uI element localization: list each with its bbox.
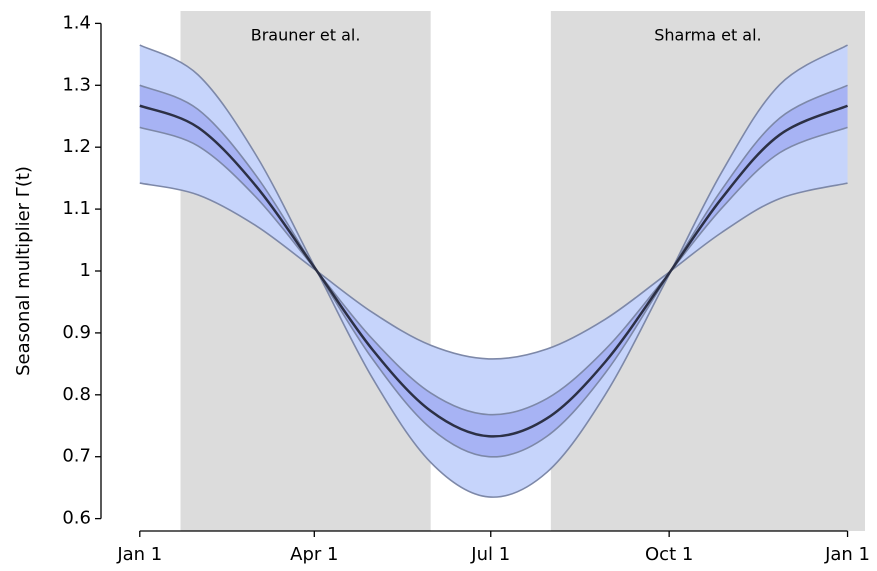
y-tick-label: 0.9	[62, 322, 91, 343]
y-tick-label: 0.6	[62, 508, 91, 529]
x-tick-label: Jan 1	[116, 544, 162, 565]
y-axis-label: Seasonal multiplier Γ(t)	[13, 166, 34, 376]
band-edge	[139, 84, 848, 458]
y-tick-label: 1.1	[62, 198, 91, 219]
y-tick-label: 1.3	[62, 74, 91, 95]
y-tick-label: 1.4	[62, 12, 91, 33]
band-edge	[139, 44, 848, 498]
x-tick-label: Jul 1	[470, 544, 510, 565]
span-label: Brauner et al.	[251, 26, 361, 45]
line	[139, 104, 849, 438]
shaded-span	[180, 11, 431, 531]
x-tick-label: Jan 1	[824, 544, 870, 565]
x-tick-label: Oct 1	[645, 544, 693, 565]
band-area	[139, 45, 848, 498]
x-tick-label: Apr 1	[290, 544, 338, 565]
band-edge	[139, 182, 848, 360]
y-tick-label: 1.2	[62, 136, 91, 157]
span-label: Sharma et al.	[654, 26, 761, 45]
y-tick-label: 1	[80, 260, 91, 281]
band-area	[139, 85, 848, 457]
y-tick-label: 0.7	[62, 446, 91, 467]
band-edge	[139, 126, 848, 416]
y-tick-label: 0.8	[62, 384, 91, 405]
